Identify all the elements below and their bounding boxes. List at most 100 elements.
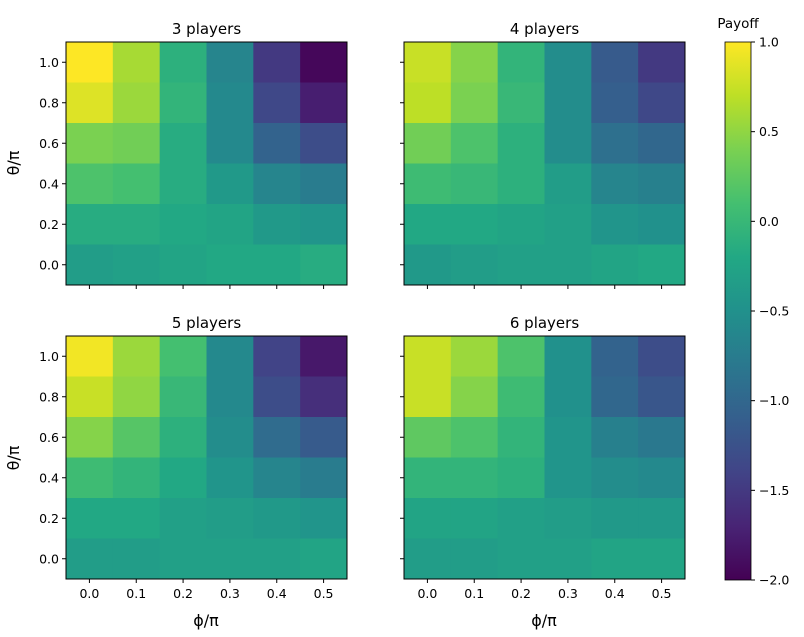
- heatmap-cell: [300, 42, 348, 83]
- heatmap-cell: [66, 82, 114, 124]
- heatmap-cell: [450, 457, 499, 499]
- y-tick-label: 0.4: [39, 470, 59, 485]
- panel-4: 6 players 0.0 0.1 0.2 0.3 0.4 0.5: [400, 314, 686, 601]
- heatmap-cell: [300, 123, 348, 164]
- y-axis-label-bottom: θ/π: [4, 445, 23, 470]
- colorbar-tick-label: −0.5: [759, 304, 789, 319]
- heatmap-cell: [206, 82, 254, 124]
- heatmap-cell: [450, 376, 499, 418]
- heatmap-cell: [450, 417, 499, 458]
- panel-1: 3 players 0.0 0.2 0.4 0.6 0.8 1.0: [39, 20, 348, 289]
- heatmap-cell: [591, 204, 639, 245]
- heatmap-cell: [404, 538, 452, 580]
- y-tick-label: 1.0: [39, 349, 59, 364]
- colorbar-gradient: [724, 41, 752, 581]
- colorbar: Payoff 1.0 0.5 0.0 −0.5 −1.0 −1.5 −2.0: [717, 16, 789, 588]
- panel-3: 5 players 0.0 0.2 0.4 0.6 0.8 1.0 0.0 0.1 0.2 0.3 0…: [39, 314, 348, 601]
- heatmap-cell: [253, 163, 301, 205]
- heatmap-cell: [159, 538, 207, 580]
- heatmap-cell: [159, 204, 207, 245]
- heatmap-cell: [544, 244, 592, 286]
- x-tick-label: 0.4: [267, 586, 287, 601]
- heatmap-cell: [497, 204, 545, 245]
- heatmap-cell: [404, 457, 452, 499]
- heatmap-cell: [159, 42, 207, 83]
- panel-frame: [403, 41, 686, 286]
- heatmap-cell: [404, 204, 452, 245]
- heatmap-cell: [638, 42, 686, 83]
- heatmap-cell: [300, 457, 348, 499]
- heatmap-cell: [253, 42, 301, 83]
- heatmap-cell: [253, 123, 301, 164]
- heatmap-cell: [404, 498, 452, 539]
- heatmap-cell: [300, 82, 348, 124]
- heatmap-cell: [66, 457, 114, 499]
- heatmap-cell: [66, 336, 114, 377]
- colorbar-ticks: 1.0 0.5 0.0 −0.5 −1.0 −1.5 −2.0: [751, 35, 789, 588]
- x-tick-label: 0.3: [558, 586, 578, 601]
- heatmap-cell: [206, 204, 254, 245]
- colorbar-tick-label: 1.0: [759, 35, 779, 50]
- heatmap-cell: [159, 457, 207, 499]
- heatmap-cell: [66, 376, 114, 418]
- heatmap-cell: [591, 336, 639, 377]
- heatmap-cell: [404, 376, 452, 418]
- colorbar-tick-label: −1.5: [759, 483, 789, 498]
- heatmap-cell: [497, 457, 545, 499]
- heatmap-cell: [253, 82, 301, 124]
- heatmap-cell: [591, 244, 639, 286]
- heatmap-cell: [544, 82, 592, 124]
- heatmap-cell: [497, 123, 545, 164]
- heatmap-cell: [300, 498, 348, 539]
- heatmap-cell: [404, 42, 452, 83]
- heatmap-cell: [206, 244, 254, 286]
- heatmap-cell: [404, 336, 452, 377]
- heatmap-cell: [300, 204, 348, 245]
- heatmap-cell: [66, 244, 114, 286]
- heatmap-cell: [544, 42, 592, 83]
- heatmap-cell: [112, 244, 161, 286]
- heatmap-cell: [450, 498, 499, 539]
- colorbar-tick-label: −2.0: [759, 573, 789, 588]
- heatmap-cell: [112, 42, 161, 83]
- heatmap-cell: [450, 163, 499, 205]
- heatmap-cell: [206, 163, 254, 205]
- colorbar-tick-label: −1.0: [759, 393, 789, 408]
- heatmap-cell: [300, 376, 348, 418]
- x-tick-label: 0.4: [605, 586, 625, 601]
- heatmap-cell: [112, 376, 161, 418]
- heatmap-cell: [591, 42, 639, 83]
- heatmap-cell: [112, 538, 161, 580]
- heatmap-cell: [253, 244, 301, 286]
- heatmap-cell: [253, 376, 301, 418]
- heatmap-cell: [66, 204, 114, 245]
- x-tick-label: 0.3: [220, 586, 240, 601]
- heatmap-cell: [591, 457, 639, 499]
- heatmap-cell: [300, 417, 348, 458]
- heatmap-cell: [66, 538, 114, 580]
- panel-title: 3 players: [172, 20, 241, 38]
- heatmap-cell: [66, 417, 114, 458]
- panel-title: 5 players: [172, 314, 241, 332]
- heatmap-cell: [638, 417, 686, 458]
- heatmap-cell: [112, 163, 161, 205]
- heatmap-cell: [638, 498, 686, 539]
- y-tick-label: 0.6: [39, 136, 59, 151]
- heatmap-cell: [544, 123, 592, 164]
- heatmap-cell: [497, 42, 545, 83]
- y-tick-label: 0.2: [39, 511, 59, 526]
- colorbar-label: Payoff: [717, 16, 759, 32]
- heatmap-cell: [544, 498, 592, 539]
- heatmap-cell: [206, 498, 254, 539]
- heatmap-cell: [159, 336, 207, 377]
- panel-title: 4 players: [510, 20, 579, 38]
- heatmap-cell: [638, 82, 686, 124]
- heatmap-cell: [497, 82, 545, 124]
- heatmap-cell: [544, 376, 592, 418]
- y-tick-label: 0.4: [39, 176, 59, 191]
- y-tick-label: 0.0: [39, 257, 59, 272]
- x-tick-label: 0.1: [126, 586, 146, 601]
- heatmap-cell: [591, 376, 639, 418]
- y-tick-label: 1.0: [39, 55, 59, 70]
